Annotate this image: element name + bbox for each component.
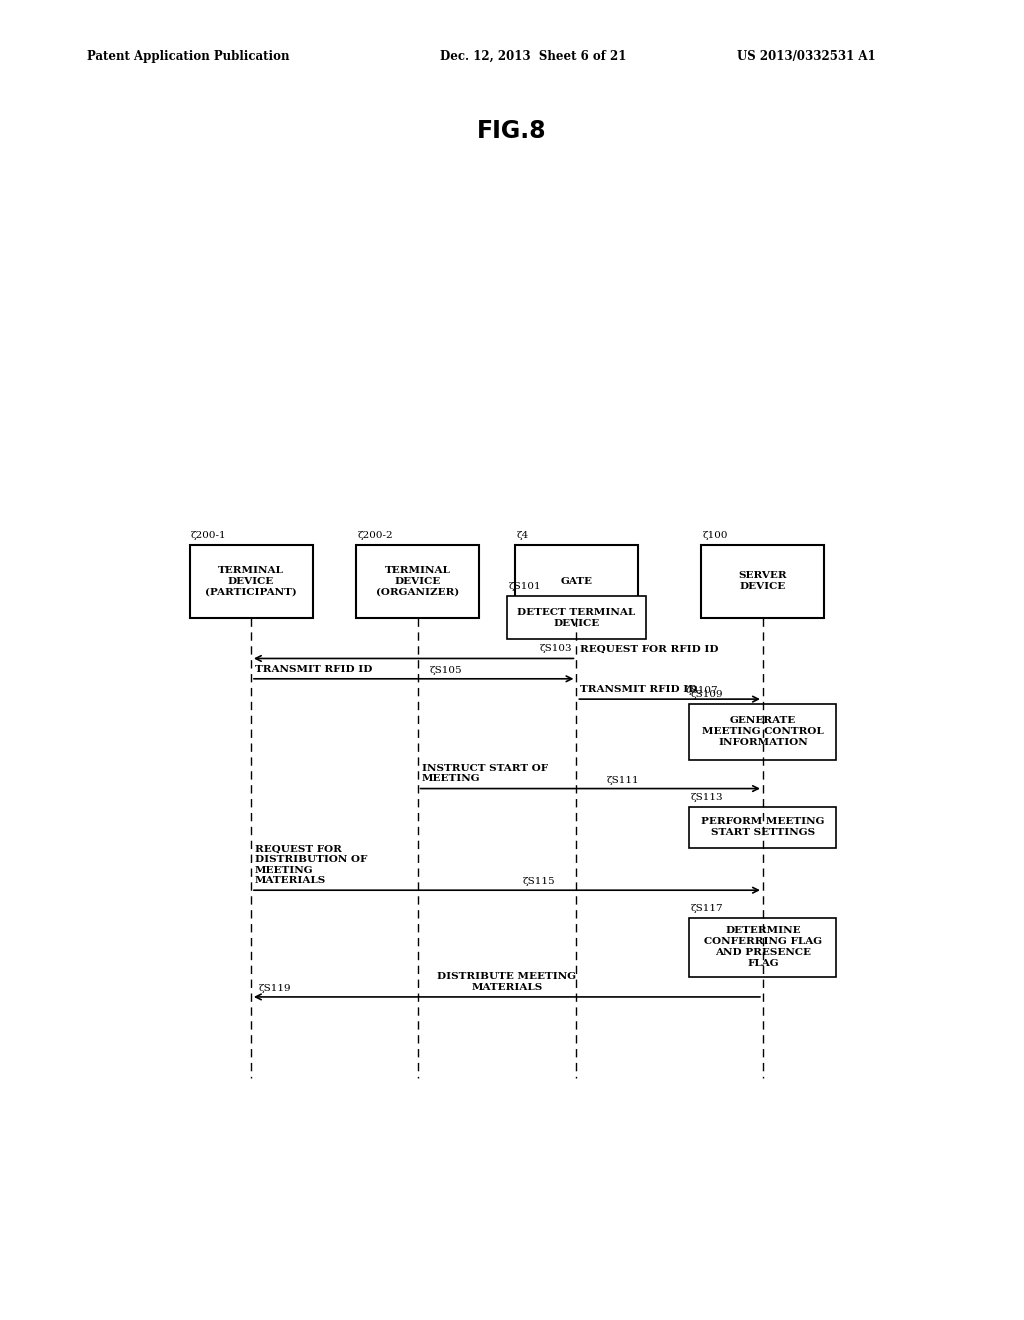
- Text: TRANSMIT RFID ID: TRANSMIT RFID ID: [255, 665, 373, 673]
- Bar: [689, 807, 837, 847]
- Text: Dec. 12, 2013  Sheet 6 of 21: Dec. 12, 2013 Sheet 6 of 21: [440, 50, 627, 63]
- Text: REQUEST FOR RFID ID: REQUEST FOR RFID ID: [581, 644, 719, 653]
- Bar: [689, 704, 837, 759]
- Text: Patent Application Publication: Patent Application Publication: [87, 50, 290, 63]
- Text: FIG.8: FIG.8: [477, 119, 547, 143]
- Text: US 2013/0332531 A1: US 2013/0332531 A1: [737, 50, 876, 63]
- Text: ζ200-1: ζ200-1: [191, 531, 226, 540]
- Text: ζS113: ζS113: [691, 793, 724, 801]
- Text: DETERMINE
CONFERRING FLAG
AND PRESENCE
FLAG: DETERMINE CONFERRING FLAG AND PRESENCE F…: [703, 925, 822, 969]
- Text: ζS103: ζS103: [540, 644, 572, 653]
- Text: GATE: GATE: [560, 577, 592, 586]
- Text: SERVER
DEVICE: SERVER DEVICE: [738, 572, 787, 591]
- Text: TRANSMIT RFID ID: TRANSMIT RFID ID: [581, 685, 697, 694]
- Bar: [515, 545, 638, 618]
- Text: ζS119: ζS119: [259, 983, 292, 993]
- Text: ζS107: ζS107: [685, 686, 718, 696]
- Text: ζ4: ζ4: [516, 531, 528, 540]
- Text: GENERATE
MEETING CONTROL
INFORMATION: GENERATE MEETING CONTROL INFORMATION: [702, 715, 823, 747]
- Text: DETECT TERMINAL
DEVICE: DETECT TERMINAL DEVICE: [517, 607, 636, 628]
- Text: REQUEST FOR
DISTRIBUTION OF
MEETING
MATERIALS: REQUEST FOR DISTRIBUTION OF MEETING MATE…: [255, 845, 368, 886]
- Bar: [507, 597, 646, 639]
- Text: ζ200-2: ζ200-2: [357, 531, 393, 540]
- Text: TERMINAL
DEVICE
(PARTICIPANT): TERMINAL DEVICE (PARTICIPANT): [205, 566, 297, 597]
- Text: ζS109: ζS109: [691, 689, 724, 698]
- Text: ζS101: ζS101: [509, 582, 541, 591]
- Bar: [189, 545, 312, 618]
- Text: INSTRUCT START OF
MEETING: INSTRUCT START OF MEETING: [422, 764, 548, 784]
- Text: ζS105: ζS105: [430, 665, 462, 675]
- Text: ζS117: ζS117: [691, 904, 724, 912]
- Text: ζS111: ζS111: [606, 776, 639, 784]
- Bar: [356, 545, 479, 618]
- Text: PERFORM MEETING
START SETTINGS: PERFORM MEETING START SETTINGS: [701, 817, 824, 837]
- Text: TERMINAL
DEVICE
(ORGANIZER): TERMINAL DEVICE (ORGANIZER): [376, 566, 460, 597]
- Bar: [701, 545, 824, 618]
- Bar: [689, 917, 837, 977]
- Text: ζ100: ζ100: [702, 531, 728, 540]
- Text: ζS115: ζS115: [523, 878, 555, 886]
- Text: DISTRIBUTE MEETING
MATERIALS: DISTRIBUTE MEETING MATERIALS: [437, 973, 577, 991]
